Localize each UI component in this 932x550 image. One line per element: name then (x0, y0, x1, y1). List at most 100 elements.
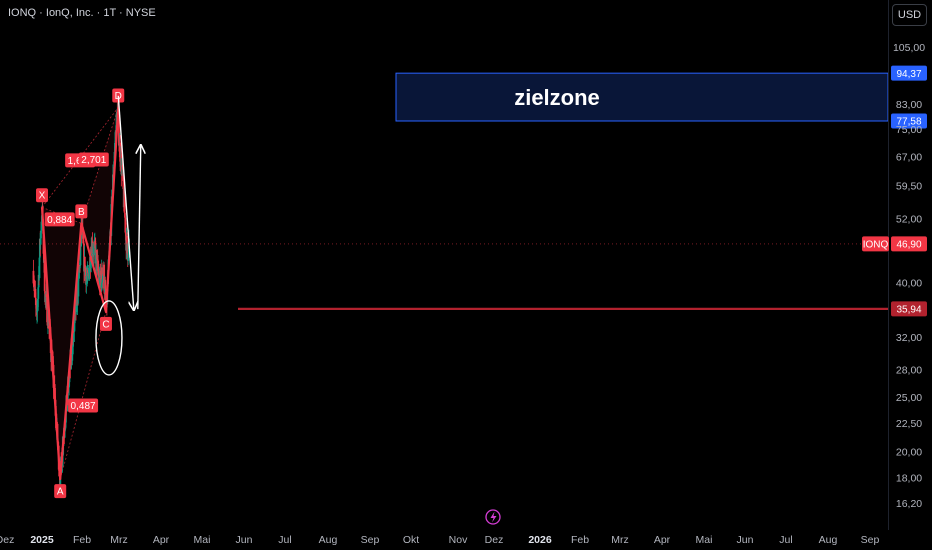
candle-body (78, 265, 81, 272)
x-tick-label: Nov (449, 534, 468, 546)
y-tick-label: 40,00 (896, 277, 922, 289)
harmonic-pattern (0, 107, 888, 480)
candle-body (103, 264, 105, 289)
candle-body (32, 270, 35, 284)
candle (39, 230, 42, 250)
candle-body (123, 193, 126, 213)
candle-body (96, 258, 99, 261)
lightning-icon-bolt (490, 511, 497, 523)
currency-button[interactable]: USD (892, 4, 927, 26)
x-tick-label: Jun (737, 534, 754, 546)
candle (73, 320, 76, 343)
x-tick-label: Jul (278, 534, 291, 546)
candle (104, 277, 107, 291)
candle (126, 243, 129, 255)
candle-body (118, 115, 120, 146)
x-tick-label: Mai (194, 534, 211, 546)
candle-body (86, 276, 89, 278)
point-label-a: A (54, 484, 67, 499)
y-tick-label: 67,00 (896, 152, 922, 164)
x-tick-label: Sep (361, 534, 380, 546)
candle-body (99, 270, 101, 289)
ratio-line (59, 311, 107, 480)
x-tick-label: Mrz (110, 534, 128, 546)
candle-body (126, 235, 128, 244)
symbol-header[interactable]: IONQ · IonQ, Inc. · 1T · NYSE (8, 7, 156, 19)
candle-body (119, 142, 122, 162)
candle-body (77, 271, 80, 297)
candle (37, 283, 40, 311)
y-tick-label: 83,00 (896, 99, 922, 111)
target-zone (395, 72, 889, 122)
point-label-text: X (39, 191, 46, 202)
price-badge-text: 35,94 (896, 305, 921, 316)
y-tick-label: 28,00 (896, 365, 922, 377)
candle-body (37, 287, 40, 299)
candle (122, 173, 125, 192)
candle-body (127, 257, 130, 261)
price-badge: 46,90 IONQ (862, 236, 927, 252)
lightning-icon-circle (485, 509, 501, 525)
candle-body (85, 275, 88, 285)
symbol-badge-text: IONQ (863, 240, 889, 251)
candle-body (43, 260, 46, 292)
candle-body (79, 265, 81, 266)
price-badge-box (891, 301, 927, 317)
candle-body (124, 217, 127, 233)
candle (84, 265, 87, 273)
candle-body (78, 271, 81, 273)
candle-body (95, 250, 98, 253)
candle-body (84, 268, 87, 272)
projection-down-arrow (117, 95, 134, 309)
candle-body (34, 298, 37, 306)
candle-body (71, 337, 74, 355)
candle-body (35, 305, 38, 309)
y-tick-label: 22,50 (896, 418, 922, 430)
y-tick-label: 18,00 (896, 472, 922, 484)
x-tick-label: Aug (319, 534, 338, 546)
candle-body (94, 240, 97, 249)
candle-body (42, 253, 45, 263)
candle-body (32, 283, 35, 285)
ratio-label-box (44, 212, 75, 227)
candle-body (121, 164, 124, 176)
candle-body (47, 310, 50, 326)
candle-body (124, 212, 126, 218)
point-label-text: C (102, 319, 109, 330)
candle-body (101, 267, 103, 279)
x-tick-label: Okt (403, 534, 419, 546)
c-circle-mark (95, 300, 123, 376)
candle-body (99, 270, 102, 278)
pattern-fill-xab (42, 207, 82, 480)
x-tick-label: Mai (696, 534, 713, 546)
x-tick-label: Dez (485, 534, 504, 546)
symbol-badge-box (862, 236, 889, 252)
candle-body (36, 307, 39, 312)
candle (34, 292, 37, 317)
candle (32, 259, 35, 287)
y-tick-label: 20,00 (896, 447, 922, 459)
point-label-c: C (99, 316, 112, 331)
candle-body (45, 294, 48, 298)
x-tick-label: 2026 (528, 534, 552, 546)
candle-body (79, 246, 82, 266)
ratio-label-text: 2,701 (81, 155, 106, 166)
price-badge: 77,58 (891, 113, 927, 129)
ratio-label-text: 0,487 (71, 401, 96, 412)
x-tick-label: Dez (0, 534, 14, 546)
candle-body (34, 289, 37, 299)
x-tick-label: Feb (571, 534, 589, 546)
price-badge-box (891, 65, 927, 81)
projection-up-arrow (138, 146, 141, 310)
price-badge-box (891, 236, 927, 252)
price-badge: 94,37 (891, 65, 927, 81)
candle-body (93, 245, 95, 256)
price-badge-text: 94,37 (896, 69, 921, 80)
candle-body (104, 285, 107, 289)
candle (36, 297, 39, 311)
candle-body (126, 243, 129, 254)
y-tick-label: 105,00 (893, 42, 925, 54)
